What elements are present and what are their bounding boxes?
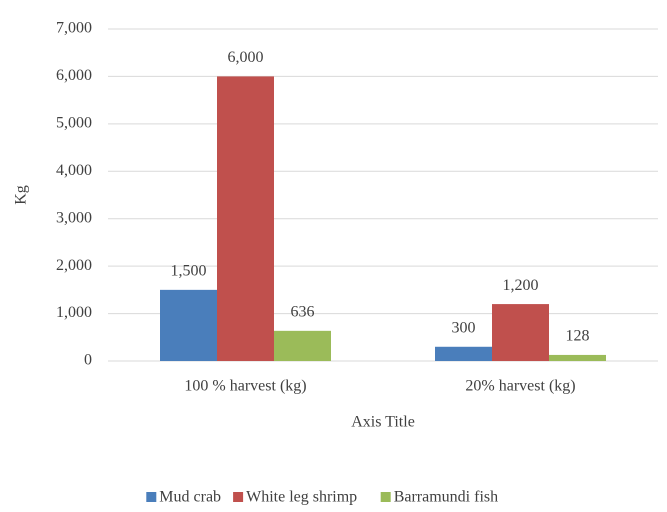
bar: [217, 76, 274, 361]
bar: [435, 346, 492, 361]
bar: [492, 304, 549, 361]
legend-swatch: [146, 492, 157, 502]
y-tick-label: 3,000: [56, 209, 92, 226]
bar: [549, 354, 606, 361]
legend-label: Barramundi fish: [394, 489, 498, 506]
legend-label: White leg shrimp: [246, 489, 357, 506]
legend-label: Mud crab: [159, 489, 221, 506]
legend-swatch: [233, 492, 244, 502]
y-tick-label: 6,000: [56, 67, 92, 84]
data-label: 128: [566, 328, 590, 345]
y-tick-label: 2,000: [56, 257, 92, 274]
data-label: 300: [452, 319, 476, 336]
x-axis-label: Axis Title: [351, 414, 415, 431]
bar: [274, 330, 331, 361]
y-tick-label: 0: [84, 352, 92, 369]
bar: [160, 289, 217, 361]
y-tick-label: 4,000: [56, 162, 92, 179]
y-tick-label: 5,000: [56, 115, 92, 132]
legend-swatch: [380, 492, 391, 502]
data-label: 636: [291, 304, 315, 321]
x-tick-label: 100 % harvest (kg): [184, 378, 306, 395]
y-axis-label: Kg: [13, 185, 30, 205]
y-tick-label: 7,000: [56, 20, 92, 37]
x-tick-label: 20% harvest (kg): [465, 378, 575, 395]
data-label: 6,000: [228, 49, 264, 66]
data-label: 1,500: [171, 263, 207, 280]
data-label: 1,200: [503, 277, 539, 294]
y-tick-label: 1,000: [56, 304, 92, 321]
